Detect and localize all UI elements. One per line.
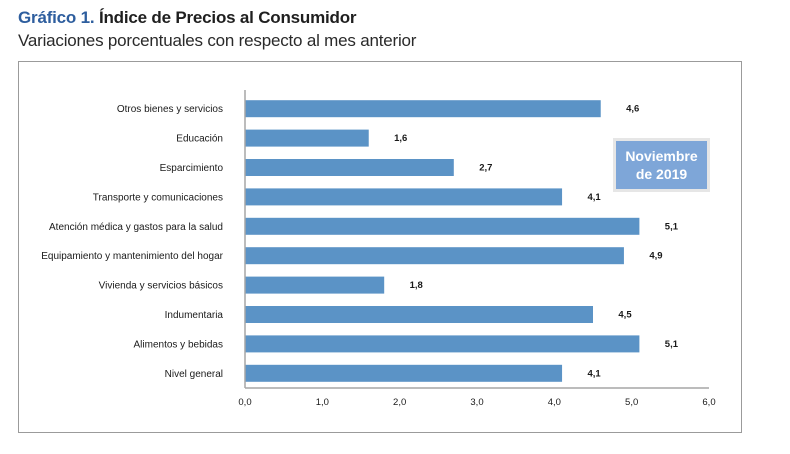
- category-label: Transporte y comunicaciones: [93, 192, 223, 203]
- category-label: Equipamiento y mantenimiento del hogar: [41, 251, 223, 262]
- value-label: 4,1: [587, 368, 601, 379]
- value-label: 1,6: [394, 133, 407, 144]
- bar: [245, 276, 385, 294]
- bar: [245, 306, 593, 323]
- value-label: 4,5: [618, 310, 632, 321]
- value-label: 4,9: [649, 251, 662, 262]
- x-tick-label: 1,0: [316, 397, 329, 408]
- annotation-line1: Noviembre: [625, 148, 698, 164]
- bar: [245, 364, 563, 382]
- category-label: Otros bienes y servicios: [117, 104, 223, 115]
- annotation-line2: de 2019: [635, 166, 688, 182]
- x-tick-labels: 0,0 1,0 2,0 3,0 4,0 5,0 6,0: [238, 397, 715, 408]
- value-label: 4,1: [587, 192, 601, 203]
- bar: [245, 100, 601, 118]
- value-labels: 4,6 1,6 2,7 4,1 5,1 4,9 1,8 4,5 5,1 4,1: [394, 104, 679, 380]
- bar: [245, 188, 563, 206]
- chart-number: Gráfico 1.: [18, 8, 95, 27]
- category-labels: Otros bienes y servicios Educación Esparci…: [41, 104, 223, 380]
- x-tick-label: 3,0: [470, 397, 483, 408]
- value-label: 4,6: [626, 104, 639, 115]
- x-tick-label: 2,0: [393, 397, 406, 408]
- bar: [245, 159, 454, 176]
- category-label: Vivienda y servicios básicos: [99, 281, 223, 292]
- chart-frame: [18, 61, 742, 433]
- bars-group: [245, 100, 640, 382]
- x-tick-label: 6,0: [702, 397, 715, 408]
- axes: [244, 90, 709, 389]
- chart-title: Gráfico 1. Índice de Precios al Consumid…: [18, 8, 357, 28]
- category-label: Alimentos y bebidas: [134, 339, 224, 350]
- bar: [245, 217, 640, 235]
- x-tick-label: 5,0: [625, 397, 638, 408]
- bar: [245, 247, 624, 265]
- category-label: Indumentaria: [165, 310, 224, 321]
- x-tick-label: 4,0: [548, 397, 561, 408]
- bar: [245, 129, 369, 147]
- category-label: Educación: [176, 134, 223, 145]
- value-label: 5,1: [665, 221, 679, 232]
- category-label: Esparcimiento: [160, 163, 224, 174]
- category-label: Nivel general: [165, 369, 223, 380]
- bar: [245, 335, 640, 353]
- value-label: 2,7: [479, 163, 492, 174]
- chart-subtitle: Variaciones porcentuales con respecto al…: [18, 31, 417, 50]
- value-label: 5,1: [665, 339, 679, 350]
- category-label: Atención médica y gastos para la salud: [49, 222, 223, 233]
- period-annotation: Noviembre de 2019: [613, 138, 710, 192]
- value-label: 1,8: [410, 280, 423, 291]
- x-tick-label: 0,0: [238, 397, 251, 408]
- chart-title-text: Índice de Precios al Consumidor: [98, 8, 357, 27]
